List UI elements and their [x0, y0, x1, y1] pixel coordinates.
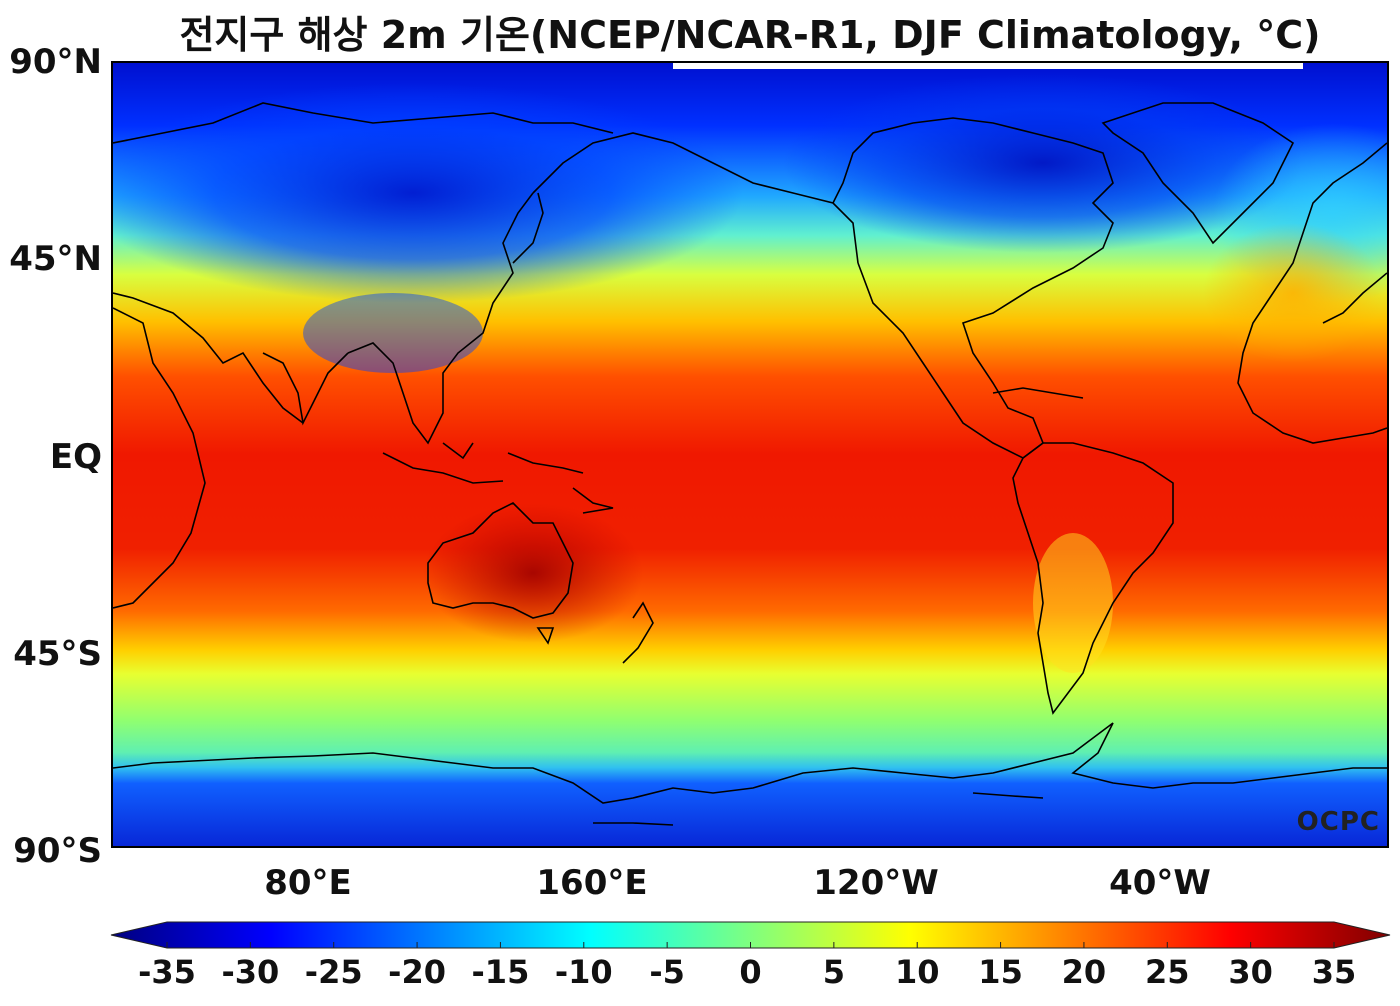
lat-label-90s: 90°S	[13, 831, 102, 871]
lon-label-120w: 120°W	[813, 863, 939, 903]
colorbar-tick-label: -35	[138, 953, 196, 991]
colorbar-tick-label: 30	[1228, 953, 1273, 991]
coastlines	[113, 102, 1387, 826]
map-title: 전지구 해상 2m 기온(NCEP/NCAR-R1, DJF Climatolo…	[179, 13, 1321, 57]
colorbar	[110, 921, 1391, 949]
colorbar-tick-label: -15	[471, 953, 530, 991]
colorbar-tick-label: -20	[388, 953, 446, 991]
lat-label-45n: 45°N	[9, 239, 102, 279]
lat-label-45s: 45°S	[13, 634, 102, 674]
colorbar-tick-label: 20	[1061, 953, 1107, 991]
lon-label-40w: 40°W	[1109, 863, 1211, 903]
colorbar-tick-label: 25	[1145, 953, 1190, 991]
temperature-map	[111, 61, 1389, 848]
lon-label-160e: 160°E	[536, 863, 648, 903]
colorbar-tick-label: 15	[978, 953, 1023, 991]
colorbar-tick-label: -5	[649, 953, 685, 991]
colorbar-tick-label: -10	[554, 953, 613, 991]
lat-label-90n: 90°N	[9, 42, 102, 82]
map-canvas	[113, 63, 1387, 846]
colorbar-tick-label: 5	[822, 953, 845, 991]
colorbar-tick-label: -25	[304, 953, 363, 991]
colorbar-tick-label: 10	[894, 953, 940, 991]
colorbar-tick-label: 35	[1311, 953, 1357, 991]
colorbar-tick-label: -30	[221, 953, 280, 991]
lon-label-80e: 80°E	[264, 863, 352, 903]
ocpc-watermark: OCPC	[1296, 807, 1380, 837]
colorbar-tick-label: 0	[739, 953, 762, 991]
lat-label-eq: EQ	[49, 437, 102, 477]
